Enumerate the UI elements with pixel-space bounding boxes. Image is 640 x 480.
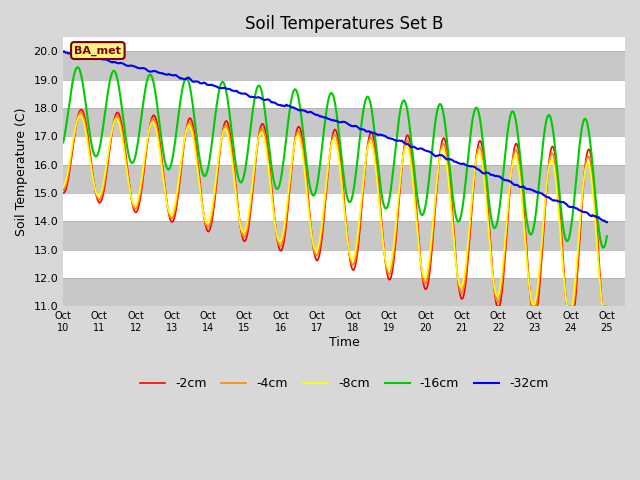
Bar (63, 278, 625, 306)
-8cm (60, 184, 67, 190)
Text: BA_met: BA_met (74, 46, 121, 56)
Title: Soil Temperatures Set B: Soil Temperatures Set B (245, 15, 444, 33)
-4cm (60, 187, 67, 193)
-16cm (600, 245, 607, 251)
-16cm (200, 173, 208, 179)
-16cm (156, 128, 164, 133)
-2cm (603, 303, 611, 309)
Y-axis label: Soil Temperature (C): Soil Temperature (C) (15, 108, 28, 236)
-8cm (470, 179, 477, 184)
Line: -16cm: -16cm (63, 67, 607, 248)
-16cm (381, 204, 388, 210)
-32cm (156, 70, 164, 76)
Bar (63, 136, 625, 165)
Line: -32cm: -32cm (63, 51, 607, 222)
Bar (63, 108, 625, 136)
-2cm (156, 143, 164, 148)
Bar (63, 165, 625, 193)
X-axis label: Time: Time (329, 336, 360, 348)
-32cm (200, 80, 208, 85)
-4cm (77, 110, 84, 116)
Line: -2cm: -2cm (63, 109, 607, 306)
Bar (63, 80, 625, 108)
-32cm (423, 148, 431, 154)
-8cm (423, 269, 431, 275)
-32cm (60, 48, 68, 54)
-16cm (306, 184, 314, 190)
-8cm (306, 220, 314, 226)
-2cm (200, 213, 208, 219)
-2cm (77, 107, 85, 112)
-32cm (381, 133, 388, 139)
-32cm (306, 109, 314, 115)
-4cm (470, 181, 477, 187)
-4cm (156, 147, 164, 153)
-8cm (77, 113, 84, 119)
Bar (63, 193, 625, 221)
Bar (63, 221, 625, 250)
-8cm (603, 303, 611, 309)
-2cm (423, 284, 431, 290)
-4cm (200, 213, 208, 218)
-16cm (74, 64, 81, 70)
-4cm (603, 303, 611, 309)
-16cm (470, 112, 477, 118)
-32cm (470, 164, 477, 169)
Bar (63, 23, 625, 51)
-16cm (423, 192, 431, 198)
Line: -8cm: -8cm (63, 116, 607, 306)
-2cm (493, 303, 501, 309)
-8cm (381, 252, 388, 257)
-2cm (60, 190, 67, 196)
Legend: -2cm, -4cm, -8cm, -16cm, -32cm: -2cm, -4cm, -8cm, -16cm, -32cm (135, 372, 553, 395)
-16cm (60, 140, 67, 145)
-4cm (423, 277, 431, 283)
-8cm (200, 212, 208, 218)
-4cm (529, 303, 536, 309)
-8cm (564, 303, 572, 309)
Line: -4cm: -4cm (63, 113, 607, 306)
Bar (63, 51, 625, 80)
-4cm (306, 217, 314, 223)
-32cm (60, 49, 67, 55)
-2cm (470, 184, 477, 190)
-2cm (381, 251, 388, 257)
-4cm (381, 252, 388, 257)
-8cm (156, 153, 164, 159)
Bar (63, 250, 625, 278)
-32cm (603, 219, 611, 225)
-2cm (306, 215, 314, 221)
-16cm (603, 233, 611, 239)
